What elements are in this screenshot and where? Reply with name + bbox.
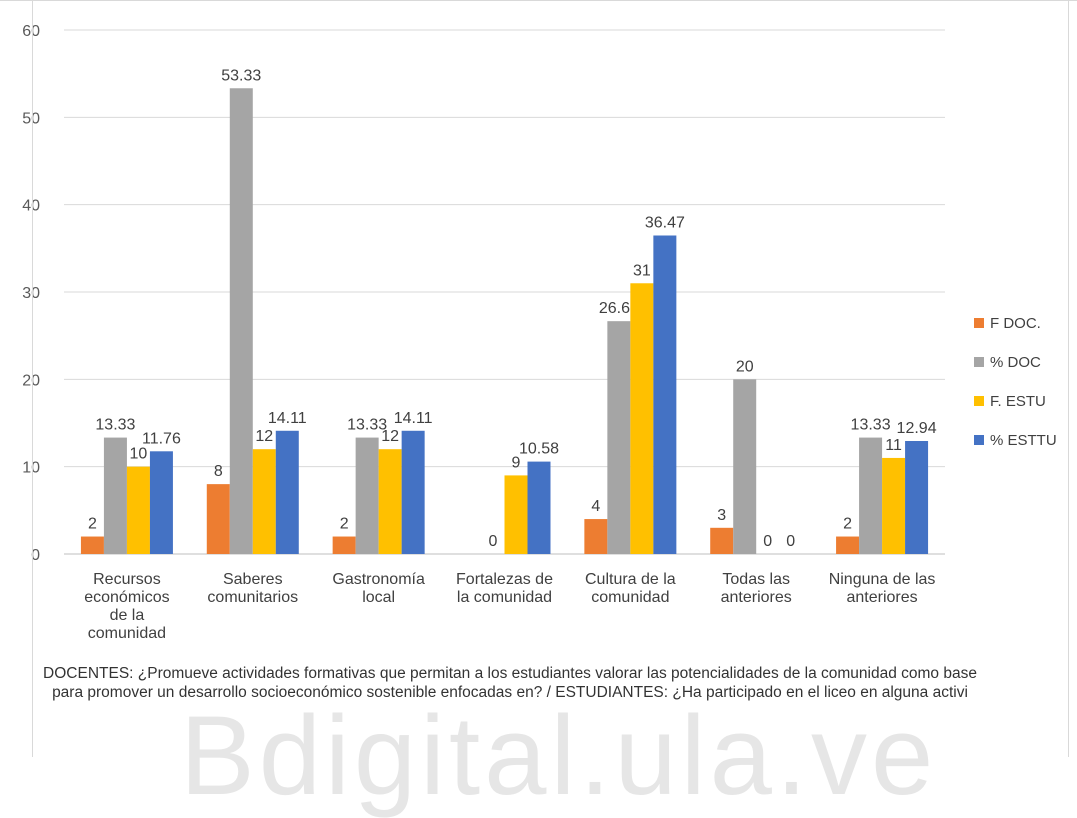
bar bbox=[584, 519, 608, 554]
bar bbox=[527, 461, 551, 554]
data-label: 36.47 bbox=[645, 214, 685, 231]
data-label: 0 bbox=[786, 533, 795, 550]
data-label: 13.33 bbox=[851, 417, 891, 434]
data-label: 12 bbox=[381, 428, 399, 445]
y-tick-label: 20 bbox=[22, 372, 40, 389]
bar bbox=[355, 437, 379, 554]
bar bbox=[630, 283, 654, 554]
x-tick-label: económicos bbox=[84, 589, 169, 606]
bar bbox=[229, 88, 253, 554]
data-label: 20 bbox=[736, 358, 754, 375]
y-tick-label: 30 bbox=[22, 285, 40, 302]
bar bbox=[836, 536, 860, 554]
data-label: 2 bbox=[843, 516, 852, 533]
data-label: 4 bbox=[591, 498, 600, 515]
y-tick-label: 40 bbox=[22, 198, 40, 215]
bar bbox=[905, 440, 929, 554]
data-label: 53.33 bbox=[221, 67, 261, 84]
bar bbox=[653, 235, 677, 554]
x-tick-label: anteriores bbox=[721, 589, 792, 606]
bar-chart: 0102030405060213.331011.76Recursoseconóm… bbox=[22, 23, 1057, 642]
data-label: 2 bbox=[88, 516, 97, 533]
data-label: 12.94 bbox=[897, 420, 937, 437]
bar bbox=[103, 437, 127, 554]
data-label: 3 bbox=[717, 507, 726, 524]
bar bbox=[252, 449, 276, 554]
y-tick-label: 50 bbox=[22, 110, 40, 127]
x-tick-label: local bbox=[362, 589, 395, 606]
x-tick-label: de la bbox=[110, 607, 145, 624]
x-tick-label: anteriores bbox=[846, 589, 917, 606]
data-label: 9 bbox=[512, 454, 521, 471]
data-label: 31 bbox=[633, 262, 651, 279]
data-label: 14.11 bbox=[268, 410, 307, 427]
bar bbox=[126, 466, 150, 554]
data-label: 13.33 bbox=[347, 417, 387, 434]
legend-label: F DOC. bbox=[990, 315, 1041, 332]
legend-label: F. ESTU bbox=[990, 393, 1046, 410]
bar bbox=[733, 379, 757, 554]
bar bbox=[275, 430, 299, 554]
frame-left-border bbox=[32, 0, 33, 757]
data-label: 12 bbox=[255, 428, 273, 445]
legend-swatch bbox=[974, 396, 984, 406]
data-label: 11 bbox=[885, 437, 902, 454]
y-tick-label: 10 bbox=[22, 460, 40, 477]
data-label: 8 bbox=[214, 463, 223, 480]
chart-caption: DOCENTES: ¿Promueve actividades formativ… bbox=[43, 665, 977, 701]
x-tick-label: Cultura de la bbox=[585, 571, 676, 588]
data-label: 10.58 bbox=[519, 441, 559, 458]
legend-label: % ESTTU bbox=[990, 432, 1057, 449]
bar bbox=[504, 475, 528, 554]
data-label: 0 bbox=[489, 533, 498, 550]
bar bbox=[149, 451, 173, 554]
x-tick-label: comunidad bbox=[591, 589, 669, 606]
data-label: 11.76 bbox=[142, 430, 181, 447]
legend-swatch bbox=[974, 435, 984, 445]
x-tick-label: Todas las bbox=[722, 571, 790, 588]
x-tick-label: la comunidad bbox=[457, 589, 552, 606]
bar bbox=[378, 449, 402, 554]
legend-swatch bbox=[974, 357, 984, 367]
bar bbox=[401, 430, 425, 554]
x-tick-label: Fortalezas de bbox=[456, 571, 553, 588]
bar bbox=[859, 437, 883, 554]
x-tick-label: comunidad bbox=[88, 625, 166, 642]
bar bbox=[710, 527, 734, 554]
data-label: 14.11 bbox=[394, 410, 433, 427]
bar bbox=[206, 484, 230, 554]
x-tick-label: Gastronomía bbox=[332, 571, 425, 588]
frame-right-border bbox=[1068, 0, 1069, 757]
bar bbox=[332, 536, 356, 554]
bar bbox=[882, 457, 906, 554]
x-tick-label: Saberes bbox=[223, 571, 283, 588]
frame-top-border bbox=[0, 0, 1077, 1]
x-tick-label: Ninguna de las bbox=[829, 571, 936, 588]
bar bbox=[607, 321, 631, 554]
x-tick-label: comunitarios bbox=[207, 589, 298, 606]
data-label: 26.66 bbox=[599, 300, 639, 317]
chart-container: 0102030405060213.331011.76Recursoseconóm… bbox=[22, 23, 1057, 642]
y-tick-label: 0 bbox=[31, 547, 40, 564]
data-label: 13.33 bbox=[95, 417, 135, 434]
bar bbox=[80, 536, 104, 554]
data-label: 0 bbox=[763, 533, 772, 550]
legend-swatch bbox=[974, 318, 984, 328]
legend-label: % DOC bbox=[990, 354, 1041, 371]
data-label: 10 bbox=[130, 446, 148, 463]
y-tick-label: 60 bbox=[22, 23, 40, 40]
x-tick-label: Recursos bbox=[93, 571, 161, 588]
data-label: 2 bbox=[340, 516, 349, 533]
